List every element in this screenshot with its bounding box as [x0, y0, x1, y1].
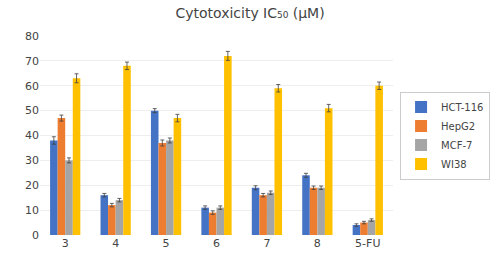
svg-text:5-FU: 5-FU — [355, 237, 380, 250]
svg-text:20: 20 — [25, 179, 39, 192]
svg-text:5: 5 — [163, 237, 170, 250]
svg-text:0: 0 — [32, 229, 39, 242]
svg-text:8: 8 — [314, 237, 321, 250]
svg-text:MCF-7: MCF-7 — [441, 140, 472, 151]
svg-text:HepG2: HepG2 — [441, 121, 475, 132]
svg-text:10: 10 — [25, 204, 39, 217]
svg-text:40: 40 — [25, 129, 39, 142]
svg-text:Cytotoxicity IC₅₀ (μM): Cytotoxicity IC₅₀ (μM) — [175, 5, 324, 21]
svg-text:7: 7 — [263, 237, 270, 250]
svg-text:4: 4 — [112, 237, 119, 250]
svg-text:80: 80 — [25, 30, 39, 43]
svg-text:60: 60 — [25, 80, 39, 93]
svg-text:WI38: WI38 — [441, 159, 467, 170]
svg-text:70: 70 — [25, 55, 39, 68]
svg-text:3: 3 — [62, 237, 69, 250]
svg-text:HCT-116: HCT-116 — [441, 102, 483, 113]
svg-text:30: 30 — [25, 154, 39, 167]
svg-text:50: 50 — [25, 104, 39, 117]
svg-text:6: 6 — [213, 237, 220, 250]
